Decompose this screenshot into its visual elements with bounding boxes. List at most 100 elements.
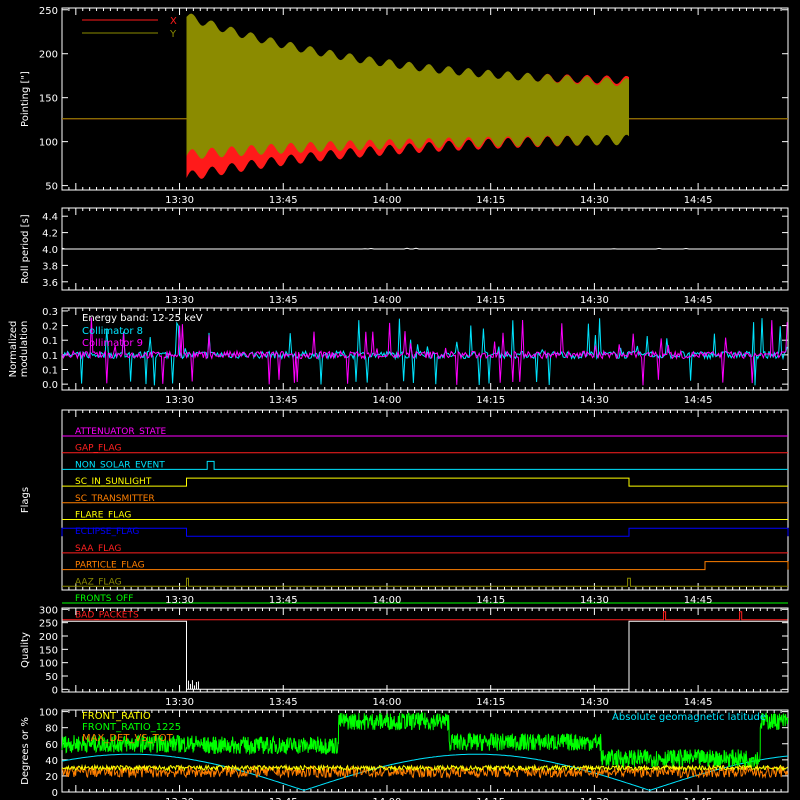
y-tick-label: 200 [39, 50, 58, 61]
legend-label: X [170, 16, 177, 27]
panel-frame [61, 307, 789, 391]
front-ratio-1225-line [61, 712, 789, 769]
x-tick-label: 14:00 [373, 195, 402, 206]
x-tick-label: 13:30 [165, 697, 194, 708]
y-tick-label: 0 [52, 685, 58, 696]
x-tick-label: 13:45 [269, 797, 298, 800]
front-ratio-line [61, 763, 788, 773]
y-tick-label: 100 [39, 659, 58, 670]
y-tick-label: 4.0 [42, 245, 58, 256]
flag-line-non_solar_event [62, 460, 788, 470]
y-axis-label-line: modulation [19, 321, 30, 378]
panel-1: Pointing ["] [20, 7, 789, 191]
roll-period-line [61, 247, 788, 250]
y-axis-label: Degrees or % [20, 717, 31, 785]
legend-label: Collimator 9 [82, 338, 143, 349]
y-tick-label: 200 [39, 632, 58, 643]
flag-line-eclipse_flag [61, 527, 789, 537]
panel-frame [61, 7, 789, 191]
y-tick-label: 0.2 [42, 322, 58, 333]
x-tick-label: 13:30 [165, 295, 194, 306]
x-tick-label: 14:30 [580, 797, 609, 800]
x-tick-label: 14:00 [373, 595, 402, 606]
flag-line-bad_packets [62, 611, 788, 621]
x-tick-label: 13:45 [269, 395, 298, 406]
flag-label: ATTENUATOR_STATE [75, 427, 167, 437]
legend-label: Collimator 8 [82, 326, 143, 337]
legend-label: Y [169, 29, 177, 40]
y-tick-label: 0.1 [42, 366, 58, 377]
max-det-vs-tot-line [61, 764, 789, 780]
flag-line-sc_in_sunlight [62, 477, 788, 487]
y-tick-label: 3.6 [42, 278, 58, 289]
y-tick-label: 3.8 [42, 261, 58, 272]
x-tick-label: 14:15 [476, 395, 505, 406]
y-tick-label: 100 [39, 138, 58, 149]
legend-label: FRONT_RATIO_1225 [82, 722, 181, 733]
flag-line-particle_flag [62, 561, 789, 571]
y-tick-label: 250 [39, 619, 58, 630]
x-tick-label: 14:30 [580, 595, 609, 606]
x-tick-label: 13:30 [165, 595, 194, 606]
geomagnetic-latitude-line [61, 753, 789, 791]
flag-label: FLARE_FLAG [75, 511, 131, 521]
y-tick-label: 0.1 [42, 336, 58, 347]
y-tick-label: 4.4 [42, 212, 58, 223]
flag-label: NON_SOLAR_EVENT [75, 460, 165, 470]
x-tick-label: 14:45 [684, 195, 713, 206]
panel-5: Quality [20, 607, 789, 693]
x-tick-label: 13:30 [165, 797, 194, 800]
flag-label: SC_TRANSMITTER [75, 494, 155, 504]
x-tick-label: 14:15 [476, 295, 505, 306]
y-axis-label: Flags [20, 487, 31, 513]
x-tick-label: 14:15 [476, 195, 505, 206]
x-tick-label: 13:45 [269, 595, 298, 606]
x-tick-label: 13:45 [269, 295, 298, 306]
x-tick-label: 14:30 [580, 395, 609, 406]
y-tick-label: 300 [39, 605, 58, 616]
x-tick-label: 14:15 [476, 595, 505, 606]
x-tick-label: 13:30 [165, 195, 194, 206]
flag-label: PARTICLE_FLAG [75, 561, 145, 571]
legend-label: FRONT_RATIO [82, 711, 151, 722]
flag-label: BAD_PACKETS [75, 611, 139, 621]
x-tick-label: 14:15 [476, 797, 505, 800]
x-tick-label: 14:00 [373, 797, 402, 800]
y-axis-label: Roll period [s] [20, 214, 31, 283]
x-tick-label: 14:45 [684, 797, 713, 800]
y-axis-label-line: Normalized [8, 321, 19, 378]
y-tick-label: 150 [39, 94, 58, 105]
modulation-series-2 [61, 317, 788, 386]
flag-label: FRONTS_OFF [75, 594, 133, 604]
flag-label: SC_IN_SUNLIGHT [75, 477, 152, 487]
legend-label: MAX_DET_VS_TOT [82, 733, 174, 744]
modulation-series-1 [61, 318, 788, 386]
panel-frame [61, 409, 789, 591]
y-axis-label: Pointing ["] [20, 71, 31, 127]
y-tick-label: 50 [45, 182, 58, 193]
x-tick-label: 14:45 [684, 697, 713, 708]
panel-2: Roll period [s] [20, 207, 789, 291]
x-tick-label: 14:30 [580, 295, 609, 306]
panel-3: Normalizedmodulation [8, 307, 789, 391]
x-tick-label: 13:45 [269, 195, 298, 206]
quality-line [62, 620, 788, 690]
x-tick-label: 14:00 [373, 295, 402, 306]
x-tick-label: 14:15 [476, 697, 505, 708]
y-tick-label: 250 [39, 6, 58, 17]
y-tick-label: 0.1 [42, 351, 58, 362]
x-tick-label: 14:45 [684, 595, 713, 606]
x-tick-label: 14:30 [580, 697, 609, 708]
x-tick-label: 14:00 [373, 395, 402, 406]
flag-label: ECLIPSE_FLAG [75, 527, 139, 537]
series-envelope-y [186, 13, 629, 159]
y-tick-label: 100 [39, 708, 58, 719]
panel-4: Flags [20, 409, 789, 621]
flag-line-aaz_flag [62, 577, 788, 587]
y-tick-label: 60 [45, 740, 58, 751]
panel-6: Degrees or % [20, 709, 789, 793]
x-tick-label: 13:45 [269, 697, 298, 708]
y-tick-label: 150 [39, 645, 58, 656]
y-axis-label: Normalizedmodulation [8, 321, 30, 378]
